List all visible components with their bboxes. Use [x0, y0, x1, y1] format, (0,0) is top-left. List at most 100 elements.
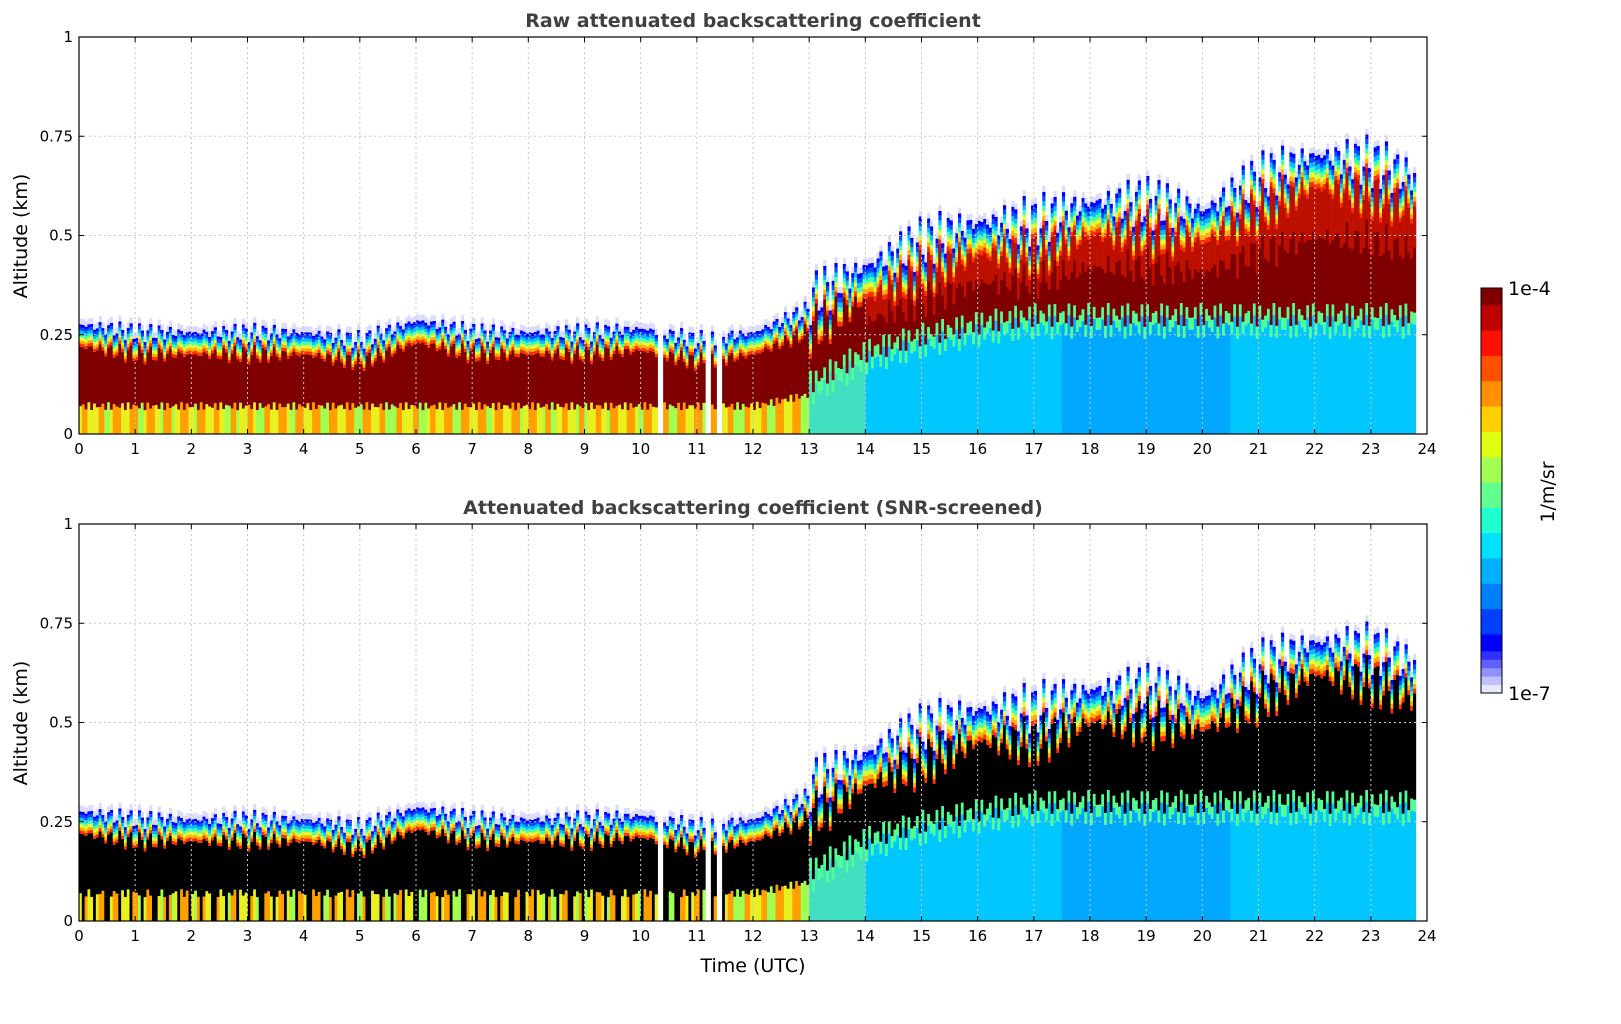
heatmap-cell — [205, 353, 209, 405]
heatmap-cell — [1101, 241, 1105, 308]
heatmap-cell — [797, 326, 802, 330]
heatmap-cell — [1075, 248, 1080, 279]
heatmap-cell — [1317, 169, 1321, 174]
heatmap-cell — [988, 241, 993, 247]
heatmap-cell — [831, 304, 835, 310]
heatmap-cell — [1250, 194, 1254, 324]
heatmap-cell — [595, 405, 599, 434]
heatmap-cell — [444, 326, 448, 330]
heatmap-cell — [618, 334, 622, 338]
heatmap-cell — [873, 277, 877, 282]
heatmap-cell — [109, 317, 114, 323]
heatmap-cell — [722, 336, 726, 340]
heatmap-cell — [281, 338, 285, 342]
heatmap-cell — [401, 323, 406, 330]
heatmap-cell — [668, 329, 672, 333]
heatmap-cell — [1028, 256, 1032, 261]
heatmap-cell — [379, 349, 383, 353]
heatmap-cell — [272, 318, 276, 325]
heatmap-cell — [890, 260, 894, 266]
heatmap-cell — [1264, 202, 1268, 208]
heatmap-cell — [477, 341, 481, 345]
heatmap-cell — [1196, 237, 1200, 326]
heatmap-cell — [393, 350, 397, 354]
heatmap-cell — [553, 343, 557, 347]
heatmap-cell — [862, 293, 866, 299]
heatmap-cell — [671, 340, 675, 344]
heatmap-cell — [876, 282, 880, 288]
heatmap-cell — [674, 355, 678, 359]
heatmap-cell — [81, 344, 86, 348]
heatmap-cell — [244, 337, 248, 342]
heatmap-cell — [387, 318, 392, 325]
heatmap-cell — [337, 341, 341, 346]
heatmap-cell — [1337, 179, 1341, 185]
heatmap-cell — [1106, 209, 1111, 215]
heatmap-cell — [1165, 206, 1170, 212]
heatmap-cell — [856, 267, 861, 274]
heatmap-cell — [500, 338, 504, 343]
heatmap-cell — [312, 357, 316, 403]
heatmap-cell — [326, 334, 330, 338]
heatmap-cell — [862, 274, 866, 280]
heatmap-cell — [463, 336, 467, 340]
heatmap-cell — [623, 329, 628, 334]
heatmap-cell — [123, 352, 128, 356]
heatmap-cell — [1163, 326, 1167, 339]
heatmap-cell — [182, 344, 187, 348]
heatmap-cell — [547, 334, 552, 338]
heatmap-cell — [194, 331, 198, 335]
heatmap-cell — [1384, 303, 1389, 316]
heatmap-cell — [1022, 229, 1026, 265]
heatmap-cell — [893, 305, 897, 323]
heatmap-cell — [887, 251, 892, 257]
heatmap-cell — [1258, 181, 1262, 187]
heatmap-cell — [1196, 227, 1200, 233]
heatmap-cell — [455, 335, 459, 339]
heatmap-cell — [1014, 214, 1018, 219]
heatmap-cell — [508, 354, 512, 409]
heatmap-cell — [196, 333, 201, 337]
heatmap-cell — [393, 344, 397, 348]
heatmap-cell — [803, 304, 807, 309]
heatmap-cell — [865, 259, 869, 266]
heatmap-cell — [1247, 217, 1251, 223]
heatmap-cell — [949, 225, 953, 230]
heatmap-cell — [1303, 320, 1307, 332]
heatmap-cell — [1264, 188, 1268, 193]
heatmap-cell — [646, 330, 650, 334]
heatmap-cell — [598, 405, 602, 434]
heatmap-cell — [379, 343, 383, 347]
heatmap-cell — [1047, 241, 1052, 247]
heatmap-cell — [491, 402, 496, 434]
heatmap-cell — [626, 329, 630, 334]
heatmap-cell — [1033, 218, 1038, 223]
heatmap-cell — [781, 399, 785, 434]
heatmap-cell — [665, 332, 670, 339]
heatmap-cell — [941, 276, 945, 319]
heatmap-cell — [132, 345, 136, 349]
heatmap-cell — [949, 244, 953, 249]
heatmap-cell — [921, 248, 925, 255]
heatmap-cell — [1309, 182, 1313, 187]
heatmap-cell — [851, 267, 855, 274]
heatmap-cell — [1188, 329, 1192, 434]
heatmap-cell — [185, 341, 189, 346]
heatmap-cell — [1185, 210, 1189, 216]
heatmap-cell — [1295, 177, 1299, 183]
heatmap-cell — [1134, 210, 1139, 216]
heatmap-cell — [1213, 231, 1217, 237]
heatmap-cell — [1132, 220, 1136, 227]
heatmap-cell — [545, 337, 549, 342]
heatmap-cell — [261, 319, 265, 326]
heatmap-cell — [1123, 338, 1127, 434]
heatmap-cell — [407, 321, 411, 325]
heatmap-cell — [1199, 215, 1203, 221]
heatmap-cell — [1025, 222, 1029, 229]
heatmap-cell — [1193, 319, 1198, 434]
heatmap-cell — [247, 351, 251, 355]
heatmap-cell — [505, 351, 510, 355]
heatmap-cell — [90, 317, 94, 324]
heatmap-cell — [592, 354, 597, 409]
heatmap-cell — [182, 334, 187, 338]
